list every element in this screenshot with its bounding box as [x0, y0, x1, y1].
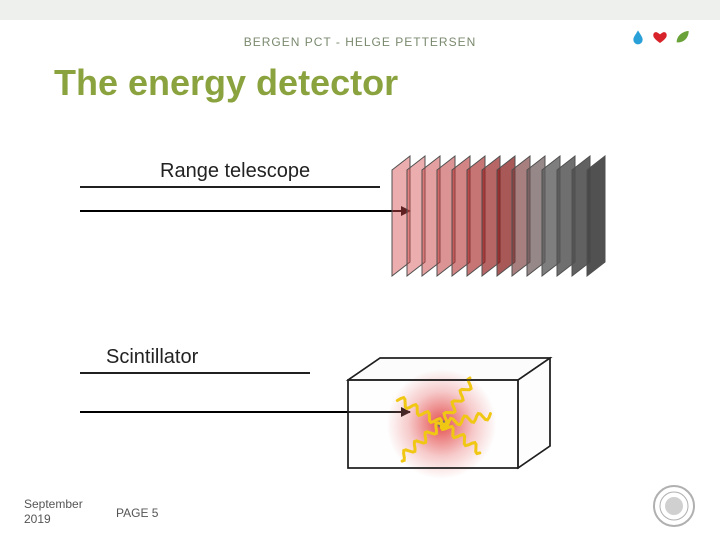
- scintillator-diagram: [330, 328, 570, 498]
- label-scintillator: Scintillator: [106, 346, 198, 369]
- footer-page: PAGE 5: [116, 506, 158, 520]
- brand-icon-group: [630, 28, 690, 46]
- footer-date-year: 2019: [24, 512, 51, 526]
- telescope-svg: [388, 130, 688, 300]
- scintillator-svg: [330, 328, 570, 498]
- drop-icon: [630, 28, 646, 46]
- rule-scintillator: [80, 372, 310, 374]
- header-text: BERGEN PCT - HELGE PETTERSEN: [0, 35, 720, 49]
- footer-date: September 2019: [24, 497, 83, 526]
- slide: BERGEN PCT - HELGE PETTERSEN The energy …: [0, 0, 720, 540]
- beam-arrow-telescope: [80, 210, 410, 212]
- leaf-icon: [674, 28, 690, 46]
- telescope-plate: [587, 156, 605, 276]
- header-band: [0, 0, 720, 20]
- heart-icon: [652, 28, 668, 46]
- footer-date-month: September: [24, 497, 83, 511]
- label-range-telescope: Range telescope: [160, 160, 310, 183]
- slide-title: The energy detector: [54, 62, 398, 104]
- range-telescope-diagram: [388, 130, 688, 300]
- rule-range: [80, 186, 380, 188]
- university-seal-icon: [652, 484, 696, 528]
